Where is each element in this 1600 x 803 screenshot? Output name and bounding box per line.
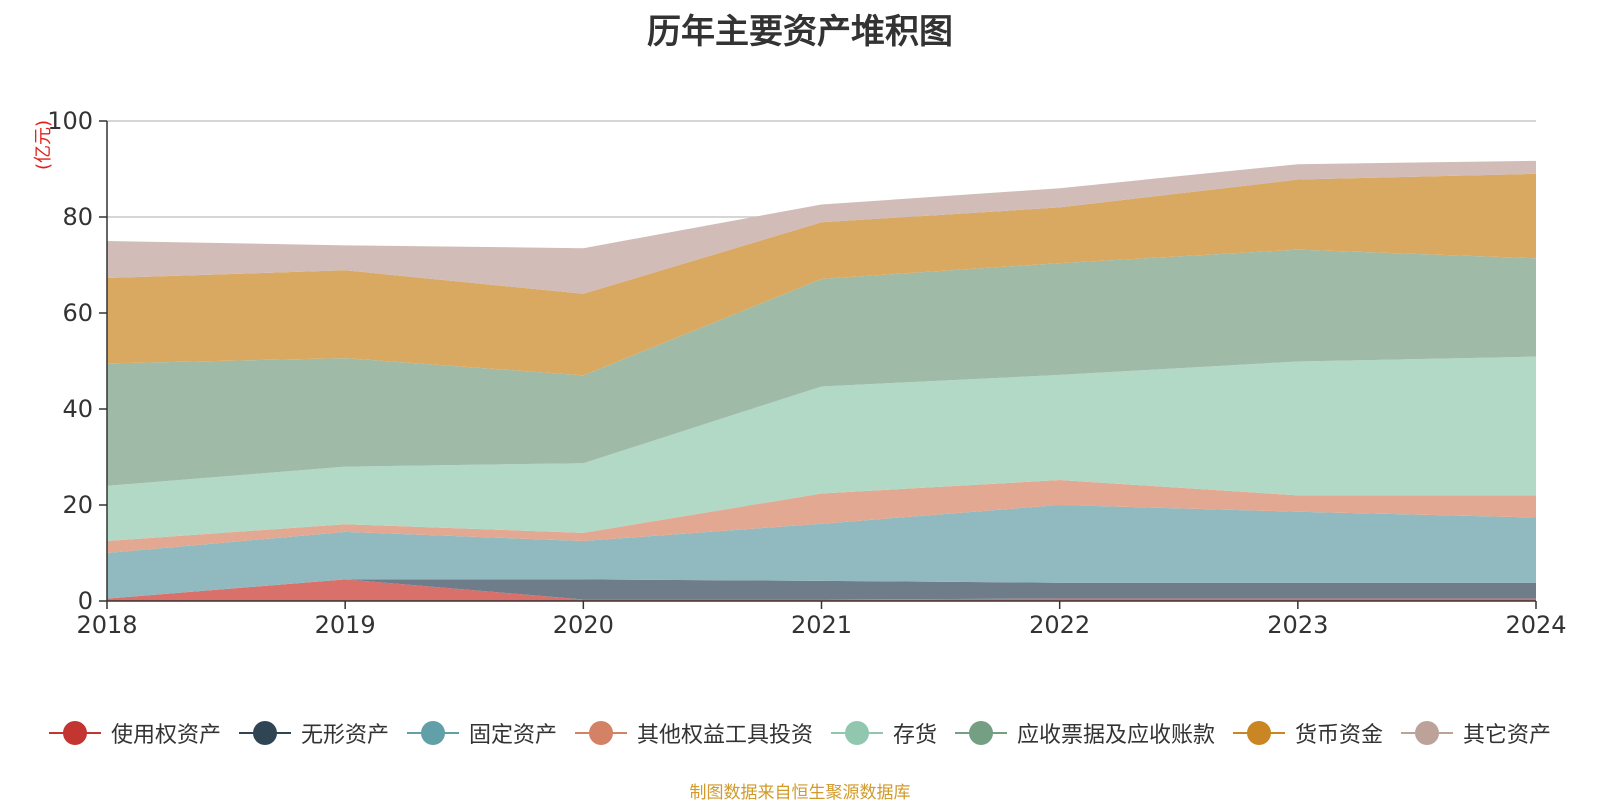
legend-label: 存货 <box>893 723 938 748</box>
legend-item[interactable]: 无形资产 <box>238 717 389 749</box>
legend-marker-icon <box>1233 721 1286 745</box>
y-tick-label: 60 <box>62 299 93 327</box>
legend-label: 使用权资产 <box>110 723 221 748</box>
area-其他权益工具投资 <box>107 480 1536 553</box>
legend-marker-icon <box>574 721 627 745</box>
axes: 0 20 40 60 80 100 2018 2019 2020 2021 2022 2023 2024 <box>47 107 1566 639</box>
legend-marker-icon <box>238 721 291 745</box>
x-tick-label: 2021 <box>791 611 852 639</box>
legend-marker-icon <box>955 721 1008 745</box>
area-存货 <box>107 356 1536 541</box>
legend-label: 货币资金 <box>1295 723 1384 748</box>
legend-label: 其它资产 <box>1463 723 1552 748</box>
legend-marker-icon <box>1401 721 1454 745</box>
legend: 使用权资产 无形资产 固定资产 其他权益工具投资 存货 应收票据及应收账款 货币资金 其它资产 <box>0 717 1600 749</box>
area-固定资产 <box>107 505 1536 599</box>
y-axis-unit: (亿元) <box>33 120 54 170</box>
area-其它资产 <box>107 160 1536 294</box>
legend-label: 固定资产 <box>468 723 557 748</box>
chart-title: 历年主要资产堆积图 <box>647 12 953 52</box>
legend-label: 无形资产 <box>300 723 389 748</box>
legend-marker-icon <box>48 721 101 745</box>
legend-item[interactable]: 其它资产 <box>1401 717 1551 749</box>
x-tick-label: 2018 <box>76 611 137 639</box>
y-tick-label: 20 <box>62 491 93 519</box>
area-无形资产 <box>107 579 1536 600</box>
legend-marker-icon <box>831 721 883 745</box>
legend-item[interactable]: 货币资金 <box>1233 717 1383 749</box>
area-应收票据及应收账款 <box>107 249 1536 486</box>
legend-label: 其他权益工具投资 <box>636 723 813 748</box>
x-tick-label: 2022 <box>1029 611 1090 639</box>
area-货币资金 <box>107 173 1536 376</box>
y-tick-label: 100 <box>47 107 93 135</box>
x-tick-label: 2024 <box>1505 611 1566 639</box>
legend-item[interactable]: 其他权益工具投资 <box>574 717 813 749</box>
x-tick-label: 2020 <box>553 611 614 639</box>
legend-item[interactable]: 固定资产 <box>406 717 557 749</box>
legend-label: 应收票据及应收账款 <box>1017 723 1216 748</box>
y-tick-label: 40 <box>62 395 93 423</box>
area-series <box>107 160 1536 601</box>
source-note: 制图数据来自恒生聚源数据库 <box>689 783 911 803</box>
y-tick-label: 80 <box>62 203 93 231</box>
legend-item[interactable]: 存货 <box>831 717 937 749</box>
x-tick-label: 2019 <box>315 611 376 639</box>
legend-item[interactable]: 应收票据及应收账款 <box>955 717 1215 749</box>
area-使用权资产 <box>107 579 1536 601</box>
legend-item[interactable]: 使用权资产 <box>48 717 221 749</box>
y-tick-label: 0 <box>78 587 93 615</box>
x-tick-label: 2023 <box>1267 611 1328 639</box>
legend-marker-icon <box>406 721 459 745</box>
